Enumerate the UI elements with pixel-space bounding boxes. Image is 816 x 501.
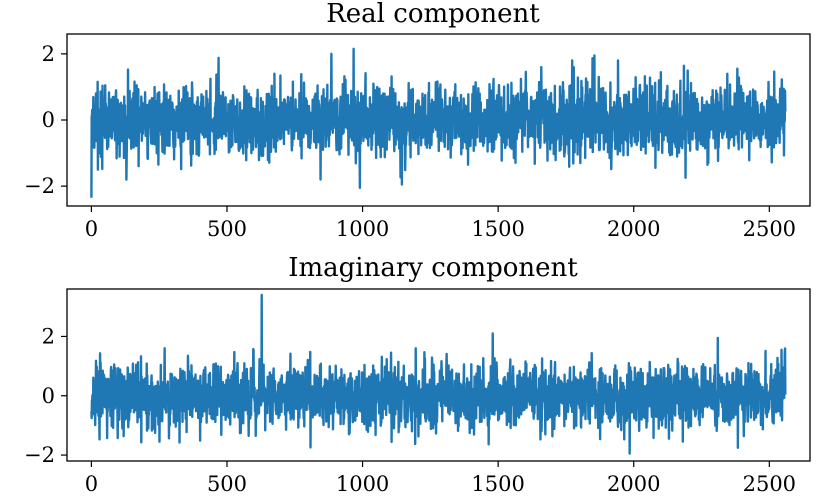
imaginary-x-axis: 0 500 1000 1500 2000 2500 — [85, 461, 796, 496]
imaginary-y-tick-label: −2 — [24, 443, 55, 467]
imaginary-y-tick-label: 2 — [42, 324, 55, 348]
real-x-tick-label: 500 — [207, 217, 247, 241]
real-x-axis: 0 500 1000 1500 2000 2500 — [85, 206, 796, 241]
imaginary-x-tick-label: 1500 — [471, 472, 524, 496]
imaginary-component-title: Imaginary component — [288, 253, 578, 283]
real-x-tick-label: 2500 — [743, 217, 796, 241]
imaginary-axes-frame — [66, 288, 811, 462]
real-y-axis: −2 0 2 — [24, 42, 67, 198]
imaginary-x-tick-label: 500 — [207, 472, 247, 496]
real-y-tick-label: −2 — [24, 174, 55, 198]
imaginary-x-tick-label: 2000 — [607, 472, 660, 496]
real-series-line — [90, 47, 787, 198]
imaginary-y-tick-label: 0 — [42, 384, 55, 408]
imaginary-plot-area — [90, 293, 787, 455]
real-y-tick-label: 2 — [42, 42, 55, 66]
imaginary-y-axis: −2 0 2 — [24, 324, 67, 467]
imaginary-x-tick-label: 0 — [85, 472, 98, 496]
real-plot-area — [90, 47, 787, 198]
real-x-tick-label: 1000 — [336, 217, 389, 241]
imaginary-component-subplot: Imaginary component 0 500 1000 1500 2000 2500… — [24, 253, 811, 496]
real-y-tick-label: 0 — [42, 108, 55, 132]
real-x-tick-label: 1500 — [471, 217, 524, 241]
imaginary-series-line — [90, 293, 787, 455]
real-x-tick-label: 0 — [85, 217, 98, 241]
real-component-subplot: Real component 0 500 1000 1500 2000 2500 −2 0 2 — [24, 0, 811, 241]
real-component-title: Real component — [326, 0, 540, 29]
imaginary-x-tick-label: 2500 — [743, 472, 796, 496]
real-x-tick-label: 2000 — [607, 217, 660, 241]
imaginary-x-tick-label: 1000 — [336, 472, 389, 496]
